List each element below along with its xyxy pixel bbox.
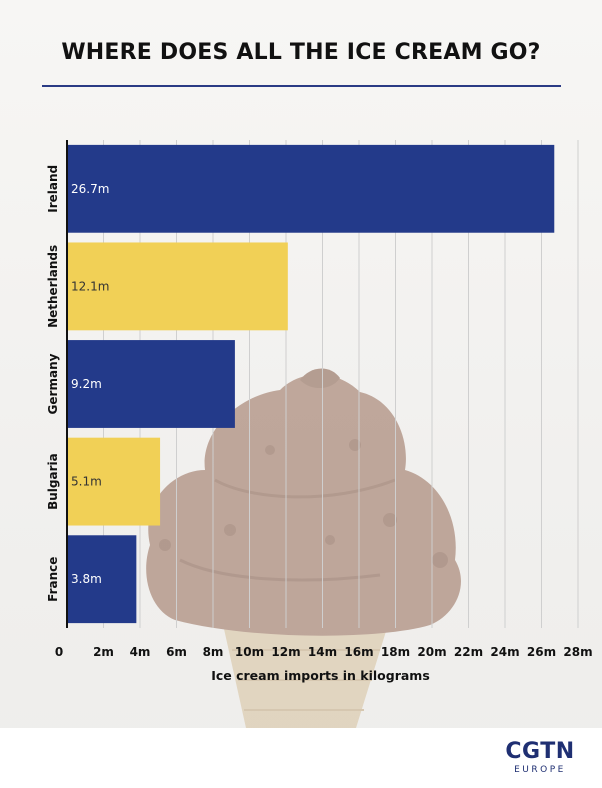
logo-sub-text: EUROPE (514, 765, 566, 775)
bars: 26.7m 12.1m 9.2m 5.1m 3.8m (67, 144, 555, 624)
title-divider (42, 85, 561, 87)
x-tick-label: 28m (563, 645, 592, 659)
category-labels: Ireland Netherlands Germany Bulgaria France (46, 165, 60, 602)
x-tick-label: 4m (130, 645, 151, 659)
bar-netherlands (67, 242, 288, 331)
x-tick-label: 22m (454, 645, 483, 659)
x-tick-label: 14m (308, 645, 337, 659)
bar-ireland (67, 144, 555, 233)
data-label-germany: 9.2m (71, 377, 102, 391)
bar-germany (67, 340, 235, 428)
x-axis-title: Ice cream imports in kilograms (211, 668, 430, 683)
category-label-france: France (46, 557, 60, 602)
x-tick-label: 10m (235, 645, 264, 659)
category-label-germany: Germany (46, 353, 60, 414)
cgtn-europe-logo: CGTN EUROPE (500, 740, 580, 776)
logo-main-text: CGTN (505, 739, 575, 764)
data-label-france: 3.8m (71, 572, 102, 586)
data-label-bulgaria: 5.1m (71, 475, 102, 489)
chart-title: WHERE DOES ALL THE ICE CREAM GO? (61, 40, 541, 65)
category-label-netherlands: Netherlands (46, 245, 60, 328)
bar-france (67, 535, 137, 624)
x-tick-label: 20m (417, 645, 446, 659)
category-label-ireland: Ireland (46, 165, 60, 213)
x-tick-label: 12m (271, 645, 300, 659)
x-tick-label: 2m (93, 645, 114, 659)
footer-band (0, 728, 602, 788)
x-tick-label: 24m (490, 645, 519, 659)
x-tick-label: 0 (55, 645, 63, 659)
x-tick-label: 16m (344, 645, 373, 659)
bar-bulgaria (67, 437, 161, 526)
x-tick-label: 8m (203, 645, 224, 659)
data-label-ireland: 26.7m (71, 182, 109, 196)
x-tick-label: 6m (166, 645, 187, 659)
data-label-netherlands: 12.1m (71, 279, 109, 293)
bar-chart: 26.7m 12.1m 9.2m 5.1m 3.8m 0 2m 4m 6m 8m 10m 12m 14… (46, 140, 593, 728)
ice-cream-cone-illustration (146, 368, 461, 728)
x-tick-label: 18m (381, 645, 410, 659)
x-tick-label: 26m (527, 645, 556, 659)
x-tick-labels: 0 2m 4m 6m 8m 10m 12m 14m 16m 18m 20m 22m 24m 26m 28m (55, 645, 593, 659)
category-label-bulgaria: Bulgaria (46, 453, 60, 510)
